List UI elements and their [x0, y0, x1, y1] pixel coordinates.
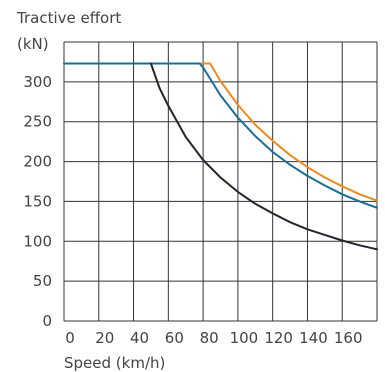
x-tick-label-0: 0: [65, 329, 75, 347]
series-group: [63, 62, 378, 251]
y-tick-label-50: 50: [33, 272, 52, 290]
x-tick-label-20: 20: [95, 329, 114, 347]
y-tick-label-200: 200: [23, 153, 52, 171]
x-tick-label-100: 100: [230, 329, 259, 347]
x-tick-label-160: 160: [334, 329, 363, 347]
series-line-3: [149, 62, 378, 251]
x-tick-labels: 0 20 40 60 80 100 120 140 160: [65, 329, 362, 347]
x-tick-label-40: 40: [130, 329, 149, 347]
y-tick-label-250: 250: [23, 113, 52, 131]
x-tick-label-80: 80: [200, 329, 219, 347]
x-axis-title: Speed (km/h): [64, 354, 165, 372]
series-line-1: [63, 62, 378, 202]
grid: [63, 41, 378, 322]
y-axis-title-line2: (kN): [17, 35, 49, 53]
series-line-2: [63, 62, 378, 209]
x-tick-label-140: 140: [299, 329, 328, 347]
y-tick-label-300: 300: [23, 73, 52, 91]
x-tick-label-120: 120: [264, 329, 293, 347]
y-tick-label-150: 150: [23, 192, 52, 210]
y-axis-title-line1: Tractive effort: [16, 9, 121, 27]
y-tick-label-0: 0: [42, 312, 52, 330]
y-tick-label-100: 100: [23, 232, 52, 250]
y-tick-labels: 0 50 100 150 200 250 300: [23, 73, 52, 330]
x-tick-label-60: 60: [165, 329, 184, 347]
